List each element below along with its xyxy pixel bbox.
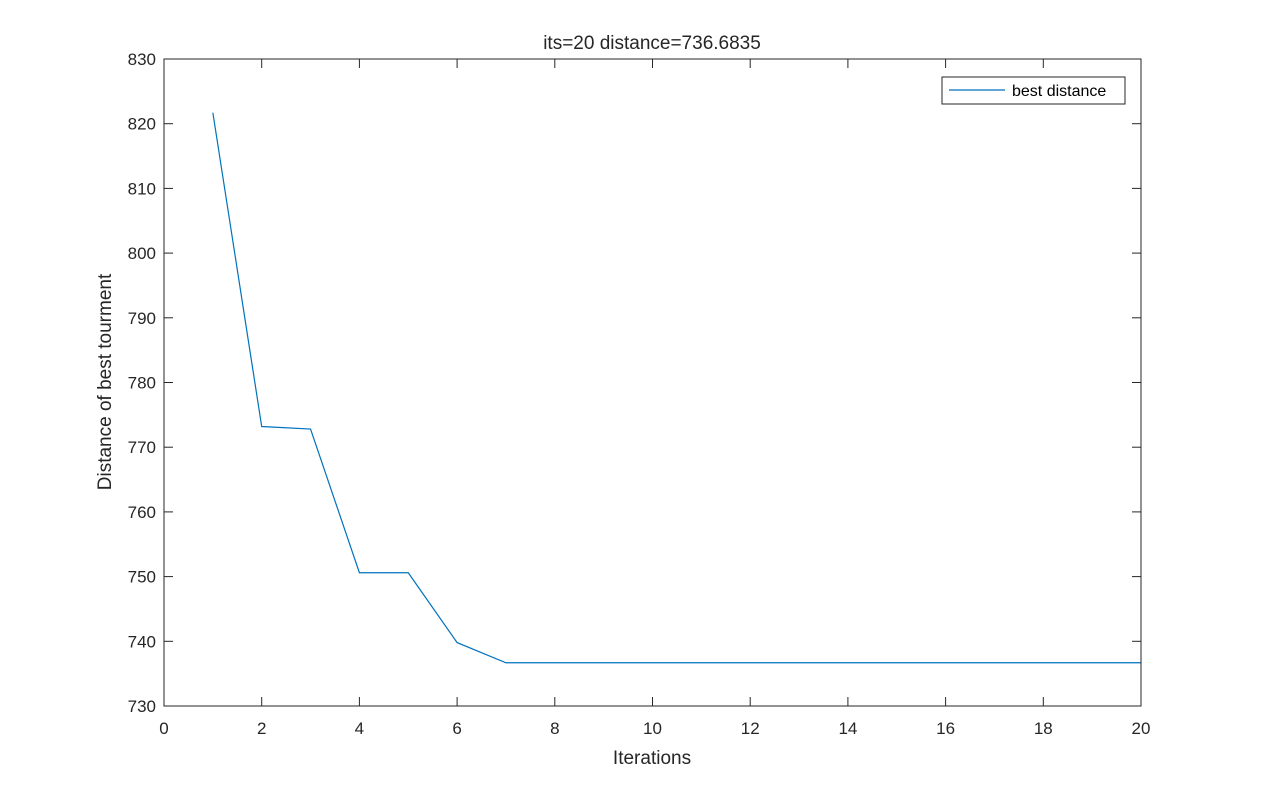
x-axis-label: Iterations	[613, 748, 691, 769]
chart-title: its=20 distance=736.6835	[543, 33, 761, 54]
x-tick-label: 10	[643, 719, 662, 738]
x-tick-label: 14	[838, 719, 857, 738]
x-tick-label: 12	[741, 719, 760, 738]
x-tick-label: 2	[257, 719, 266, 738]
x-tick-label: 0	[159, 719, 168, 738]
y-tick-label: 770	[128, 438, 156, 457]
y-tick-label: 730	[128, 697, 156, 716]
y-tick-label: 830	[128, 50, 156, 69]
y-tick-label: 820	[128, 115, 156, 134]
y-axis-label: Distance of best tourment	[95, 273, 116, 490]
x-tick-label: 20	[1132, 719, 1151, 738]
legend-label: best distance	[1012, 83, 1106, 100]
legend[interactable]: best distance	[941, 76, 1126, 105]
y-tick-label: 740	[128, 632, 156, 651]
y-tick-label: 810	[128, 179, 156, 198]
x-tick-label: 8	[550, 719, 559, 738]
x-tick-label: 16	[936, 719, 955, 738]
plot-area	[164, 59, 1141, 706]
y-tick-label: 800	[128, 244, 156, 263]
x-tick-label: 4	[355, 719, 364, 738]
ticks-layer: 0 2 4 6 8 10 12 14 16 18 2073074075076077078079080…	[128, 50, 1151, 738]
axes-box	[163, 58, 1142, 707]
y-tick-label: 780	[128, 374, 156, 393]
y-tick-label: 790	[128, 309, 156, 328]
series-line-best-distance	[212, 112, 1141, 664]
x-tick-label: 6	[452, 719, 461, 738]
y-tick-label: 750	[128, 568, 156, 587]
y-tick-label: 760	[128, 503, 156, 522]
series-layer	[212, 112, 1141, 664]
x-tick-label: 18	[1034, 719, 1053, 738]
